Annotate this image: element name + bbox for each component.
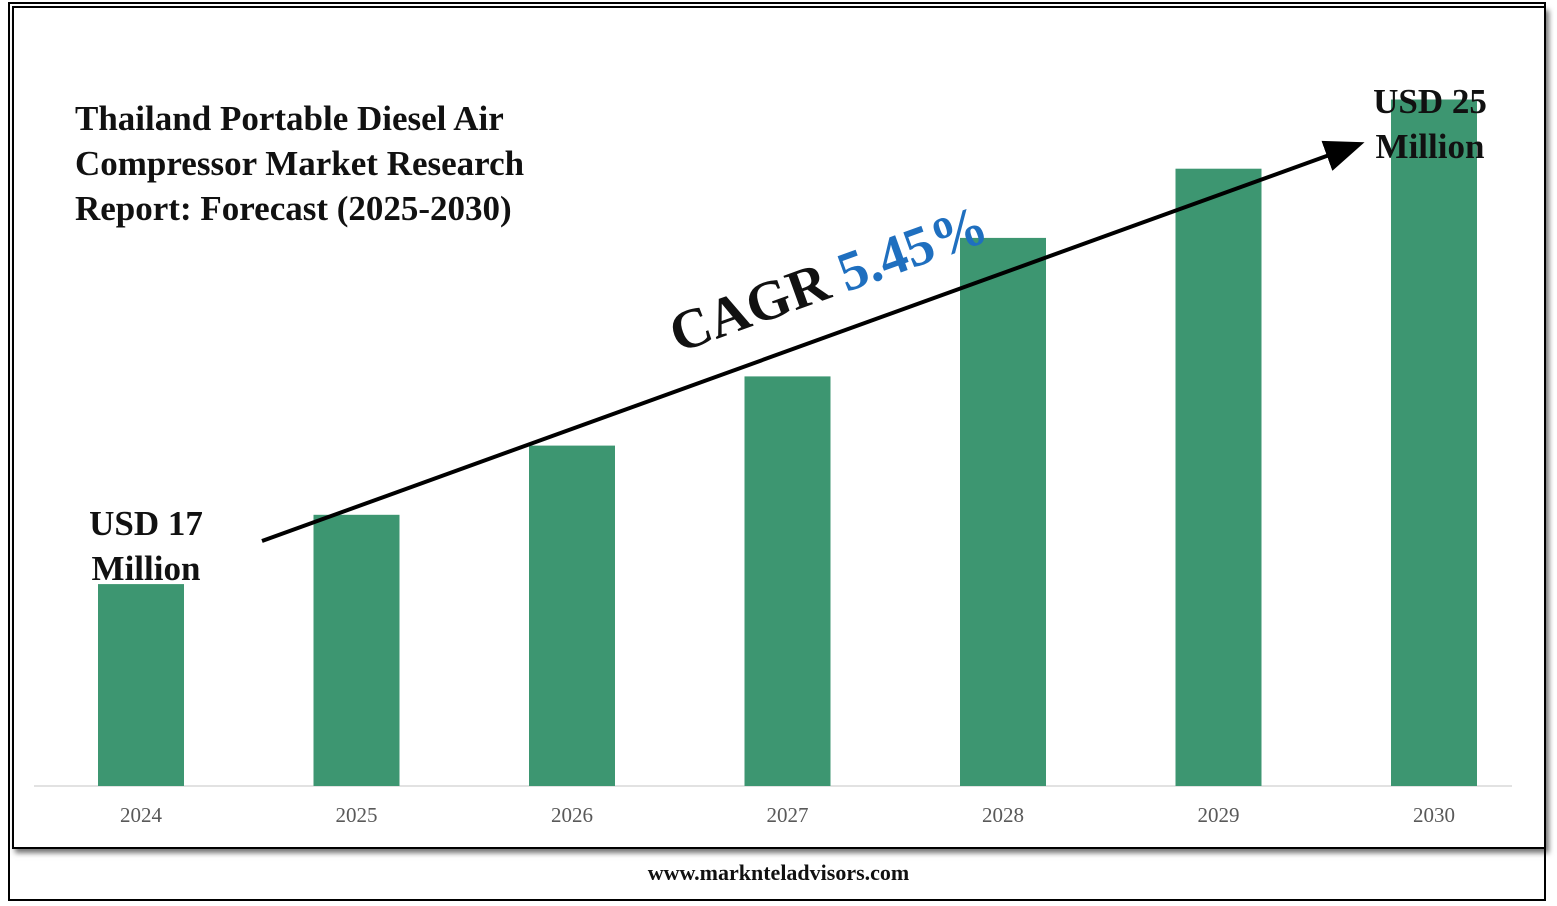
bar-2027 <box>744 376 831 786</box>
x-tick-2030: 2030 <box>1413 803 1455 827</box>
cagr-label: CAGR <box>661 251 838 366</box>
trend-arrow <box>261 140 1365 543</box>
end-value-line2: Million <box>1376 127 1485 166</box>
bar-2028 <box>960 237 1046 786</box>
start-value-line1: USD 17 <box>89 504 203 543</box>
x-tick-2026: 2026 <box>551 803 593 827</box>
footer-website: www.marknteladvisors.com <box>647 860 910 885</box>
cagr-annotation: CAGR5.45% <box>661 194 995 366</box>
bar-2024 <box>98 584 184 786</box>
bars-group <box>98 99 1477 786</box>
end-value-line1: USD 25 <box>1373 82 1487 121</box>
x-tick-labels: 2024 2025 2026 2027 2028 2029 2030 <box>120 803 1455 827</box>
x-tick-2029: 2029 <box>1198 803 1240 827</box>
chart-title: Thailand Portable Diesel Air Compressor … <box>75 99 525 228</box>
x-tick-2028: 2028 <box>982 803 1024 827</box>
bar-2026 <box>529 445 615 786</box>
bar-2025 <box>313 514 400 786</box>
x-tick-2027: 2027 <box>767 803 809 827</box>
start-value-line2: Million <box>92 549 201 588</box>
bar-2030 <box>1391 99 1477 786</box>
x-tick-2025: 2025 <box>336 803 378 827</box>
bar-2029 <box>1175 168 1262 786</box>
x-tick-2024: 2024 <box>120 803 163 827</box>
